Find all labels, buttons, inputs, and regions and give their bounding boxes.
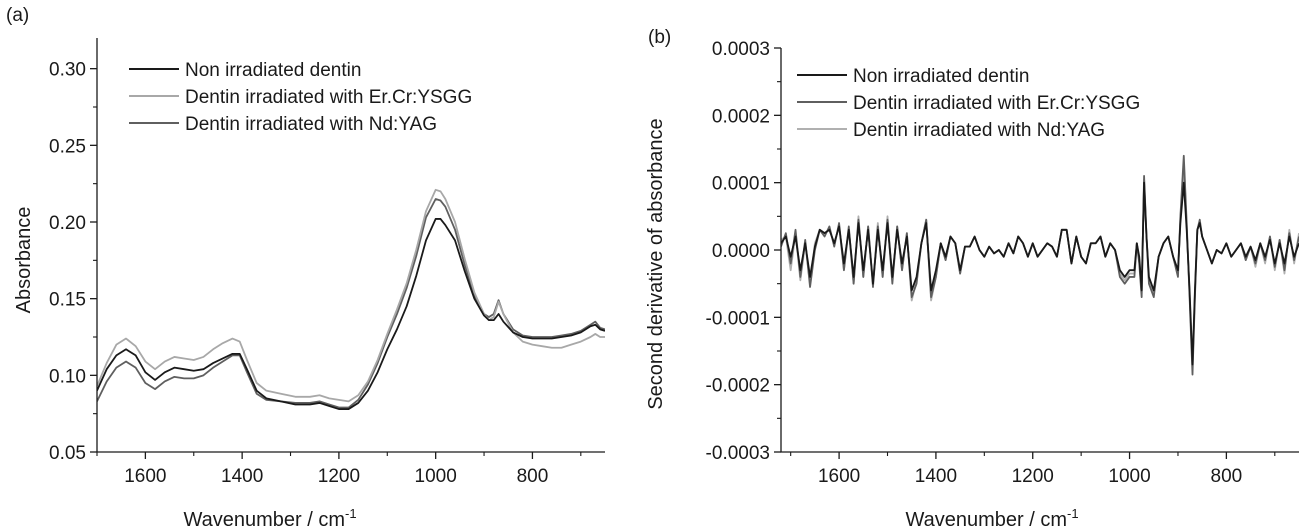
- panel-b-label: (b): [648, 27, 671, 48]
- series-line-3: [781, 161, 1299, 369]
- series-line-2: [781, 154, 1299, 376]
- panel-b-x-axis-title: Wavenumber / cm-1: [905, 506, 1078, 530]
- series-line-2: [97, 188, 605, 403]
- legend-label-3: Dentin irradiated with Nd:YAG: [853, 120, 1105, 141]
- series-line-1: [781, 181, 1299, 366]
- panel-a-x-axis-title: Wavenumber / cm-1: [183, 506, 356, 530]
- x-tick-label: 1000: [415, 466, 457, 487]
- x-tick-label: 1600: [124, 466, 166, 487]
- x-tick-label: 800: [517, 466, 549, 487]
- y-tick-label: 0.10: [49, 366, 86, 387]
- panel-a-plot-area: 0.05 0.10 0.15 0.20 0.25 0.30 1600 1400 1200 1000…: [49, 38, 605, 487]
- y-tick-label: 0.0003: [712, 39, 770, 60]
- panel-a-y-axis-title: Absorbance: [13, 207, 35, 314]
- legend-label-2: Dentin irradiated with Er.Cr:YSGG: [853, 93, 1140, 114]
- y-tick-label: -0.0001: [706, 308, 770, 329]
- panel-a-absorbance-chart: (a) Absorbance Wavenumber / cm-1 0.05 0.1…: [6, 5, 605, 530]
- panel-b-plot-area: -0.0003 -0.0002 -0.0001 0.0000 0.0001 0.0002 0…: [706, 39, 1299, 487]
- legend-label-3: Dentin irradiated with Nd:YAG: [185, 114, 437, 135]
- legend-label-1: Non irradiated dentin: [185, 60, 361, 81]
- y-tick-label: 0.0001: [712, 174, 770, 195]
- legend-label-2: Dentin irradiated with Er.Cr:YSGG: [185, 87, 472, 108]
- x-tick-label: 1000: [1108, 466, 1150, 487]
- panel-b-legend: Non irradiated dentin Dentin irradiated w…: [797, 66, 1140, 141]
- x-tick-label: 1200: [1012, 466, 1054, 487]
- x-tick-label: 1200: [318, 466, 360, 487]
- y-tick-label: -0.0002: [706, 376, 770, 397]
- x-tick-label: 1400: [915, 466, 957, 487]
- x-tick-label: 1400: [221, 466, 263, 487]
- y-tick-label: 0.0002: [712, 106, 770, 127]
- y-tick-label: -0.0003: [706, 443, 770, 464]
- y-tick-label: 0.0000: [712, 241, 770, 262]
- panel-b-y-axis-title: Second derivative of absorbance: [645, 118, 667, 409]
- y-tick-label: 0.15: [49, 290, 86, 311]
- x-tick-label: 800: [1211, 466, 1243, 487]
- y-tick-label: 0.05: [49, 443, 86, 464]
- x-tick-label: 1600: [818, 466, 860, 487]
- panel-b-second-derivative-chart: (b) Second derivative of absorbance Wave…: [645, 27, 1299, 530]
- series-line-1: [97, 218, 605, 410]
- y-tick-label: 0.30: [49, 60, 86, 81]
- panel-a-legend: Non irradiated dentin Dentin irradiated w…: [129, 60, 472, 135]
- series-line-3: [97, 198, 605, 409]
- y-tick-label: 0.25: [49, 136, 86, 157]
- legend-label-1: Non irradiated dentin: [853, 66, 1029, 87]
- panel-a-label: (a): [6, 5, 29, 26]
- y-tick-label: 0.20: [49, 213, 86, 234]
